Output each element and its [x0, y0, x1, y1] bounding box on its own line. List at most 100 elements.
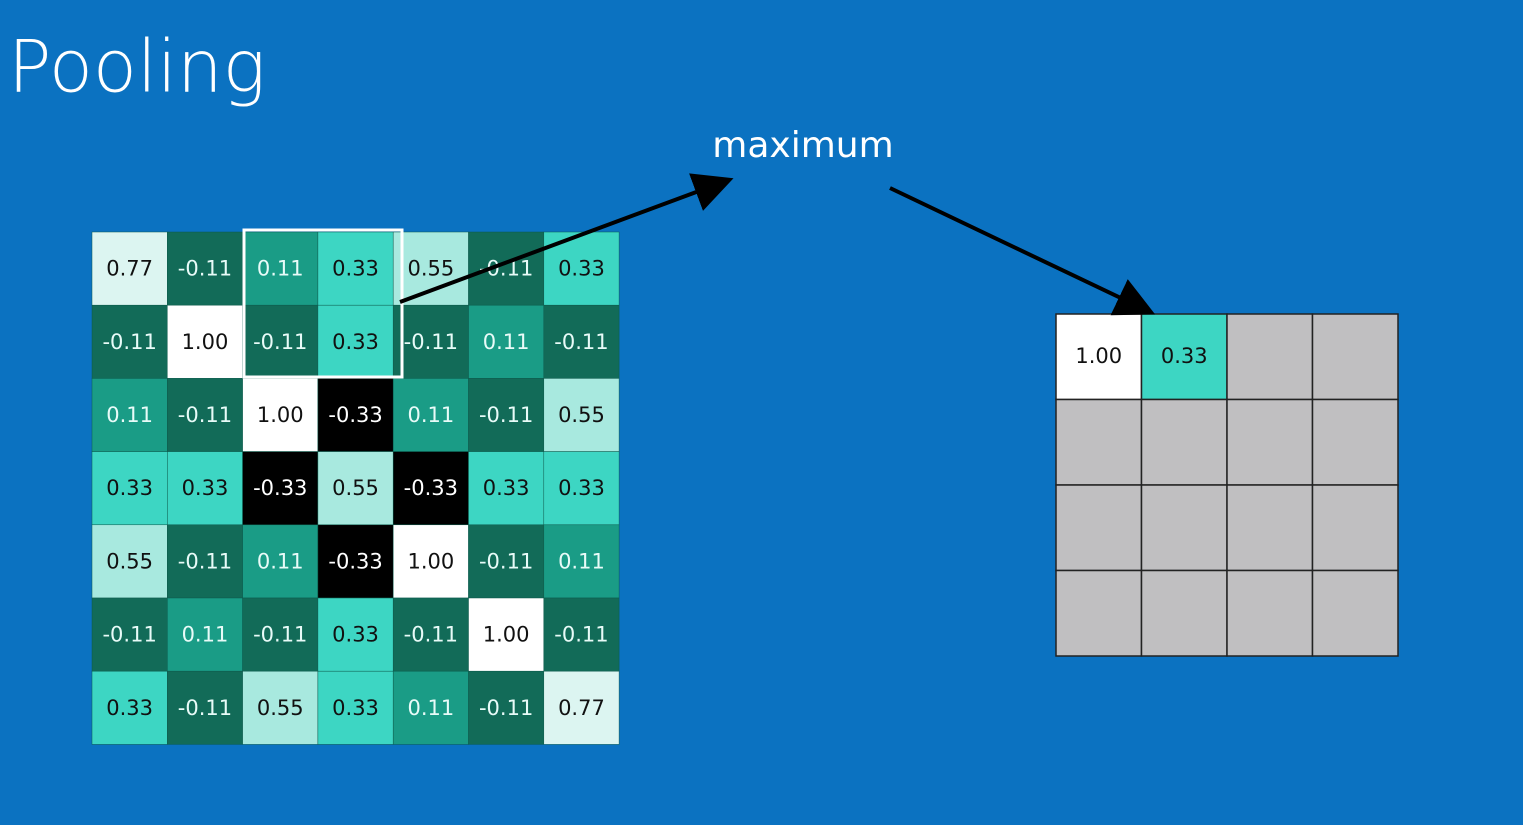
cell-value: 0.11 — [407, 696, 454, 720]
cell — [242, 597, 319, 672]
cell-value: -0.11 — [178, 403, 232, 427]
cell — [543, 670, 620, 745]
cell-value: -0.11 — [404, 623, 458, 647]
cell-value: 0.33 — [558, 476, 605, 500]
cell — [392, 524, 469, 599]
cell — [392, 597, 469, 672]
cell-value: -0.11 — [102, 623, 156, 647]
cell-value: -0.11 — [479, 696, 533, 720]
cell — [543, 597, 620, 672]
empty-cell — [1226, 569, 1314, 657]
cell-value: 0.11 — [257, 549, 304, 573]
cell — [91, 524, 168, 599]
cell — [242, 378, 319, 452]
cell-value: 0.55 — [558, 403, 605, 427]
cell-value: -0.33 — [404, 476, 458, 500]
pool-window — [242, 228, 404, 379]
cell — [468, 378, 545, 452]
cell-value: 0.33 — [483, 476, 530, 500]
cell-value: 0.33 — [332, 696, 379, 720]
cell — [468, 304, 545, 379]
cell — [543, 524, 620, 599]
cell-value: 0.33 — [1161, 344, 1208, 368]
cell-value: -0.11 — [178, 696, 232, 720]
cell-value: -0.11 — [554, 330, 608, 354]
empty-cell — [1055, 398, 1143, 486]
cell — [1140, 313, 1228, 401]
cell — [543, 451, 620, 526]
output-grid: 1.00 0.33 — [1055, 313, 1399, 657]
cell-value: 0.11 — [407, 403, 454, 427]
cell — [543, 378, 620, 452]
cell-value: 0.33 — [106, 476, 153, 500]
cell — [392, 451, 469, 526]
cell-value: 0.55 — [257, 696, 304, 720]
arrow — [399, 173, 734, 304]
empty-cell — [1140, 398, 1228, 486]
cell-value: 0.55 — [332, 476, 379, 500]
cell-value: 0.55 — [106, 549, 153, 573]
cell — [91, 597, 168, 672]
cell-value: 1.00 — [182, 330, 229, 354]
cell — [242, 304, 319, 379]
empty-cell — [1226, 398, 1314, 486]
cell-value: 0.11 — [257, 257, 304, 281]
cell-value: 0.33 — [332, 623, 379, 647]
cell — [317, 451, 394, 526]
cell-value: -0.33 — [328, 403, 382, 427]
cell-value: 0.33 — [332, 257, 379, 281]
cell — [1055, 313, 1143, 401]
cell — [242, 451, 319, 526]
operation-label: maximum — [712, 125, 893, 166]
cell-value: 0.11 — [106, 403, 153, 427]
cell-value: -0.11 — [404, 330, 458, 354]
cell — [242, 524, 319, 599]
empty-cell — [1140, 569, 1228, 657]
empty-cell — [1311, 569, 1399, 657]
cell-value: -0.11 — [102, 330, 156, 354]
cell — [242, 231, 319, 306]
cell-value: -0.33 — [253, 476, 307, 500]
cell — [468, 597, 545, 672]
cell-value: 0.77 — [106, 257, 153, 281]
cell — [317, 231, 394, 306]
cell-value: -0.11 — [178, 549, 232, 573]
cell — [91, 670, 168, 745]
cell-value: 0.33 — [332, 330, 379, 354]
cell-value: 1.00 — [257, 403, 304, 427]
cell-value: 0.55 — [407, 257, 454, 281]
cell — [91, 304, 168, 379]
cell-value: 0.33 — [182, 476, 229, 500]
slide-title: Pooling — [8, 25, 266, 109]
cell-value: 1.00 — [1075, 344, 1122, 368]
empty-cell — [1311, 484, 1399, 572]
cell — [468, 451, 545, 526]
cell-value: 1.00 — [407, 549, 454, 573]
cell-value: 0.33 — [106, 696, 153, 720]
cell-value: 0.77 — [558, 696, 605, 720]
cell-value: 0.11 — [483, 330, 530, 354]
cell — [317, 304, 394, 379]
arrow — [889, 186, 1156, 316]
cell — [167, 597, 243, 672]
empty-cell — [1055, 569, 1143, 657]
cell-value: 1.00 — [483, 623, 530, 647]
cell-value: -0.11 — [479, 549, 533, 573]
cell — [317, 670, 394, 745]
cell-value: 0.11 — [558, 549, 605, 573]
cell — [91, 231, 168, 306]
empty-cell — [1055, 484, 1143, 572]
cell-value: -0.11 — [479, 403, 533, 427]
cell-value: -0.11 — [554, 623, 608, 647]
cell — [392, 670, 469, 745]
cell-value: -0.33 — [328, 549, 382, 573]
cell — [242, 670, 319, 745]
cell — [468, 524, 545, 599]
cell — [317, 524, 394, 599]
cell-value: -0.11 — [178, 257, 232, 281]
empty-cell — [1226, 313, 1314, 401]
empty-cell — [1140, 484, 1228, 572]
cell-value: 0.33 — [558, 257, 605, 281]
empty-cell — [1226, 484, 1314, 572]
